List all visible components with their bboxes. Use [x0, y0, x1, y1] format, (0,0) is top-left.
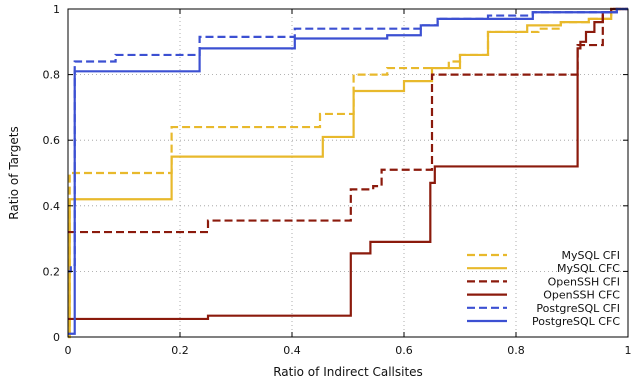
x-tick-label: 0.8 — [507, 344, 525, 357]
series-lines — [68, 7, 628, 339]
y-tick-label: 0 — [53, 331, 60, 344]
y-tick-label: 1 — [53, 3, 60, 16]
x-tick-label: 0 — [65, 344, 72, 357]
series-line-postgresql-cfc — [68, 7, 628, 335]
series-line-mysql-cfc — [68, 7, 628, 339]
legend-label: PostgreSQL CFI — [536, 302, 620, 315]
axis-ticks: 0 0.2 0.4 0.6 0.8 1 0 0.2 0.4 0.6 0.8 1 — [43, 3, 631, 357]
y-axis-label: Ratio of Targets — [7, 126, 21, 219]
y-tick-label: 0.8 — [43, 69, 61, 82]
grid — [68, 9, 628, 337]
series-line-openssh-cfc — [68, 7, 628, 321]
x-tick-label: 1 — [625, 344, 631, 357]
legend-label: OpenSSH CFC — [543, 289, 620, 302]
legend-label: MySQL CFC — [557, 262, 620, 275]
x-tick-label: 0.6 — [395, 344, 413, 357]
plot-frame — [67, 8, 629, 338]
x-tick-label: 0.2 — [171, 344, 189, 357]
y-tick-label: 0.4 — [43, 200, 61, 213]
legend-label: PostgreSQL CFC — [532, 315, 620, 328]
legend-label: OpenSSH CFI — [548, 275, 620, 288]
x-axis-label: Ratio of Indirect Callsites — [273, 365, 423, 379]
legend-label: MySQL CFI — [561, 249, 620, 262]
x-tick-label: 0.4 — [283, 344, 301, 357]
y-tick-label: 0.6 — [43, 134, 61, 147]
series-line-mysql-cfi — [68, 7, 628, 339]
y-tick-label: 0.2 — [43, 265, 61, 278]
